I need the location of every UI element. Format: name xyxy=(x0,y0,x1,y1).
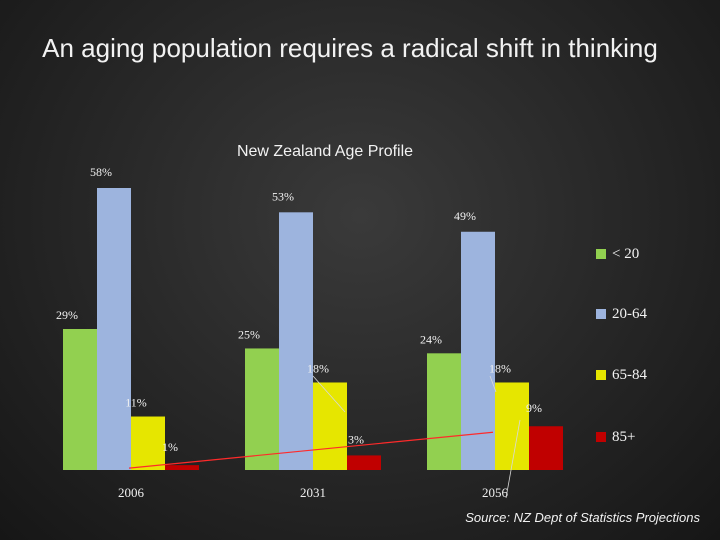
leader-line xyxy=(489,375,497,393)
data-label-under-20-2006: 29% xyxy=(56,308,78,322)
bar-under-20-2056 xyxy=(427,353,461,470)
bar-65-84-2006 xyxy=(131,416,165,470)
data-label-85-plus-2056: 9% xyxy=(526,401,542,415)
legend-swatch-20-64 xyxy=(596,309,606,319)
legend-swatch-under-20 xyxy=(596,249,606,259)
bar-65-84-2056 xyxy=(495,382,529,470)
source-note: Source: NZ Dept of Statistics Projection… xyxy=(465,510,700,525)
legend-item-under-20: < 20 xyxy=(596,244,639,264)
bar-65-84-2031 xyxy=(313,382,347,470)
data-label-65-84-2006: 11% xyxy=(125,396,147,410)
slide-title: An aging population requires a radical s… xyxy=(42,33,658,63)
bar-20-64-2056 xyxy=(461,231,495,470)
legend-item-65-84: 65-84 xyxy=(596,365,647,385)
leader-line xyxy=(505,419,521,499)
data-label-under-20-2031: 25% xyxy=(238,327,260,341)
bar-85-plus-2006 xyxy=(165,465,199,470)
bar-20-64-2031 xyxy=(279,212,313,470)
trend-line-85-plus xyxy=(128,431,494,469)
bar-85-plus-2031 xyxy=(347,455,381,470)
legend-label-65-84: 65-84 xyxy=(612,366,647,383)
data-label-20-64-2056: 49% xyxy=(454,209,476,223)
data-label-20-64-2031: 53% xyxy=(272,189,294,203)
legend-label-85-plus: 85+ xyxy=(612,428,636,445)
data-label-65-84-2056: 18% xyxy=(489,361,511,375)
legend-item-85-plus: 85+ xyxy=(596,427,635,447)
legend-item-20-64: 20-64 xyxy=(596,304,647,324)
legend-label-under-20: < 20 xyxy=(612,245,640,262)
legend-label-20-64: 20-64 xyxy=(612,305,647,322)
data-label-85-plus-2031: 3% xyxy=(348,432,364,446)
x-tick-label-2056: 2056 xyxy=(482,485,509,500)
x-tick-label-2031: 2031 xyxy=(300,485,326,500)
bar-85-plus-2056 xyxy=(529,426,563,470)
data-label-65-84-2031: 18% xyxy=(307,361,329,375)
chart-title: New Zealand Age Profile xyxy=(236,143,414,160)
legend-swatch-85-plus xyxy=(596,432,606,442)
leader-line xyxy=(312,375,346,413)
data-label-85-plus-2006: 1% xyxy=(162,440,178,454)
bar-under-20-2031 xyxy=(245,348,279,470)
bar-20-64-2006 xyxy=(97,188,131,470)
bar-under-20-2006 xyxy=(63,329,97,470)
data-label-20-64-2006: 58% xyxy=(90,165,112,179)
legend-swatch-65-84 xyxy=(596,370,606,380)
data-label-under-20-2056: 24% xyxy=(420,332,442,346)
x-tick-label-2006: 2006 xyxy=(118,485,145,500)
